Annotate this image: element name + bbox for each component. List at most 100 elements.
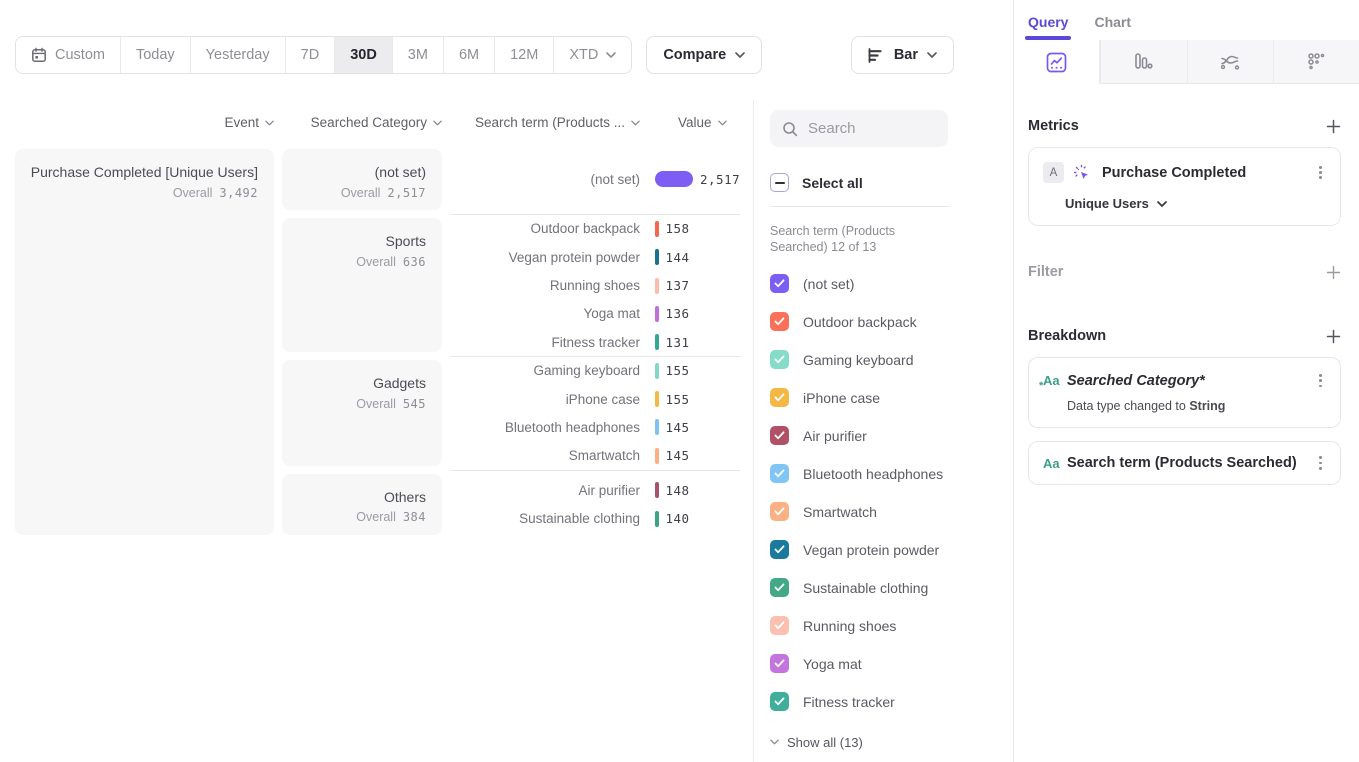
legend-item-label: Outdoor backpack — [803, 313, 917, 330]
compare-button[interactable]: Compare — [646, 36, 763, 74]
metric-name: Purchase Completed — [1102, 164, 1247, 181]
legend-item[interactable]: Running shoes — [770, 607, 1013, 645]
legend-item[interactable]: (not set) — [770, 265, 1013, 303]
result-row[interactable]: Running shoes 137 — [450, 271, 740, 299]
legend-checkbox[interactable] — [770, 350, 789, 369]
category-card[interactable]: Gadgets Overall 545 — [282, 360, 442, 466]
legend-item-label: iPhone case — [803, 389, 881, 406]
category-card[interactable]: (not set) Overall 2,517 — [282, 149, 442, 210]
plus-icon — [1326, 265, 1341, 279]
metric-card[interactable]: A Purchase Completed Unique Users — [1028, 147, 1341, 226]
result-row[interactable]: Vegan protein powder 144 — [450, 243, 740, 271]
breakdown-card-search-term[interactable]: Aa Search term (Products Searched) — [1028, 441, 1341, 485]
result-row[interactable]: (not set) 2,517 — [450, 165, 740, 193]
value-bar — [655, 510, 659, 527]
legend-checkbox[interactable] — [770, 388, 789, 407]
legend-checkbox[interactable] — [770, 578, 789, 597]
date-range-custom[interactable]: Custom — [16, 37, 121, 73]
kebab-menu-icon[interactable] — [1315, 164, 1326, 181]
kebab-menu-icon[interactable] — [1315, 372, 1326, 389]
legend-checkbox[interactable] — [770, 426, 789, 445]
report-tab-retention[interactable] — [1272, 40, 1359, 84]
add-filter-button[interactable] — [1326, 265, 1341, 280]
column-header-search-term[interactable]: Search term (Products ... — [450, 115, 640, 130]
legend-checkbox[interactable] — [770, 654, 789, 673]
result-row[interactable]: Fitness tracker 131 — [450, 328, 740, 356]
category-name: Sports — [385, 233, 426, 249]
legend-checkbox[interactable] — [770, 616, 789, 635]
insights-icon — [1046, 52, 1067, 72]
search-term-label: Air purifier — [578, 482, 640, 498]
legend-item[interactable]: Bluetooth headphones — [770, 455, 1013, 493]
legend-checkbox[interactable] — [770, 274, 789, 293]
check-icon — [774, 317, 785, 326]
select-all[interactable]: Select all — [770, 173, 1013, 192]
result-row[interactable]: Bluetooth headphones 145 — [450, 413, 740, 441]
search-term-label: Gaming keyboard — [533, 363, 640, 379]
report-tab-flows[interactable] — [1186, 40, 1273, 84]
date-range-yesterday[interactable]: Yesterday — [190, 37, 286, 73]
show-all-link[interactable]: Show all (13) — [770, 735, 1013, 750]
search-term-label: Fitness tracker — [551, 334, 640, 350]
metric-type-dropdown[interactable]: Unique Users — [1065, 196, 1326, 211]
date-range-today[interactable]: Today — [120, 37, 191, 73]
category-card[interactable]: Others Overall 384 — [282, 473, 442, 535]
result-row[interactable]: Air purifier 148 — [450, 476, 740, 504]
result-row[interactable]: Gaming keyboard 155 — [450, 357, 740, 385]
chevron-down-icon — [770, 739, 779, 745]
tab-query[interactable]: Query — [1024, 14, 1072, 40]
legend-item[interactable]: Yoga mat — [770, 645, 1013, 683]
legend-item[interactable]: Fitness tracker — [770, 683, 1013, 721]
date-range-xtd[interactable]: XTD — [554, 37, 632, 73]
legend-checkbox[interactable] — [770, 540, 789, 559]
legend-item[interactable]: Sustainable clothing — [770, 569, 1013, 607]
check-icon — [774, 469, 785, 478]
legend-item[interactable]: Vegan protein powder — [770, 531, 1013, 569]
add-metric-button[interactable] — [1326, 119, 1341, 134]
value-label: 145 — [665, 448, 690, 464]
select-all-checkbox[interactable] — [770, 173, 789, 192]
category-card[interactable]: Sports Overall 636 — [282, 218, 442, 352]
column-header-event[interactable]: Event — [15, 115, 274, 130]
add-breakdown-button[interactable] — [1326, 329, 1341, 344]
legend-item[interactable]: Smartwatch — [770, 493, 1013, 531]
check-icon — [774, 697, 785, 706]
kebab-menu-icon[interactable] — [1315, 454, 1326, 471]
legend-checkbox[interactable] — [770, 692, 789, 711]
result-row[interactable]: Outdoor backpack 158 — [450, 215, 740, 243]
legend-checkbox[interactable] — [770, 464, 789, 483]
result-row[interactable]: Smartwatch 145 — [450, 442, 740, 470]
date-range-7d[interactable]: 7D — [285, 37, 336, 73]
legend-item[interactable]: Outdoor backpack — [770, 303, 1013, 341]
chevron-down-icon — [265, 120, 274, 125]
check-icon — [774, 583, 785, 592]
date-range-30d[interactable]: 30D — [335, 37, 393, 73]
date-range-6m[interactable]: 6M — [443, 37, 496, 73]
value-label: 158 — [665, 221, 690, 237]
result-row[interactable]: iPhone case 155 — [450, 385, 740, 413]
search-term-label: Vegan protein powder — [508, 249, 640, 265]
category-overall: Overall 636 — [356, 254, 426, 269]
result-row[interactable]: Sustainable clothing 140 — [450, 505, 740, 533]
event-card[interactable]: Purchase Completed [Unique Users] Overal… — [15, 149, 274, 535]
legend-checkbox[interactable] — [770, 502, 789, 521]
column-header-value[interactable]: Value — [678, 115, 727, 130]
search-term-label: (not set) — [590, 171, 640, 187]
column-header-category[interactable]: Searched Category — [282, 115, 442, 130]
date-range-3m[interactable]: 3M — [392, 37, 444, 73]
result-row[interactable]: Yoga mat 136 — [450, 300, 740, 328]
filter-section-header: Filter — [1028, 264, 1341, 280]
chart-type-button[interactable]: Bar — [850, 36, 954, 74]
report-tab-funnels[interactable] — [1100, 40, 1187, 84]
legend-item[interactable]: iPhone case — [770, 379, 1013, 417]
date-range-12m[interactable]: 12M — [495, 37, 555, 73]
breakdown-card-searched-category[interactable]: * Aa Searched Category* Data type changed… — [1028, 357, 1341, 429]
value-label: 155 — [665, 391, 690, 407]
legend-item[interactable]: Air purifier — [770, 417, 1013, 455]
legend-item[interactable]: Gaming keyboard — [770, 341, 1013, 379]
report-tab-insights[interactable] — [1014, 40, 1101, 84]
search-input[interactable]: Search — [770, 110, 948, 147]
tab-chart[interactable]: Chart — [1094, 14, 1132, 30]
legend-checkbox[interactable] — [770, 312, 789, 331]
chevron-down-icon — [433, 120, 442, 125]
